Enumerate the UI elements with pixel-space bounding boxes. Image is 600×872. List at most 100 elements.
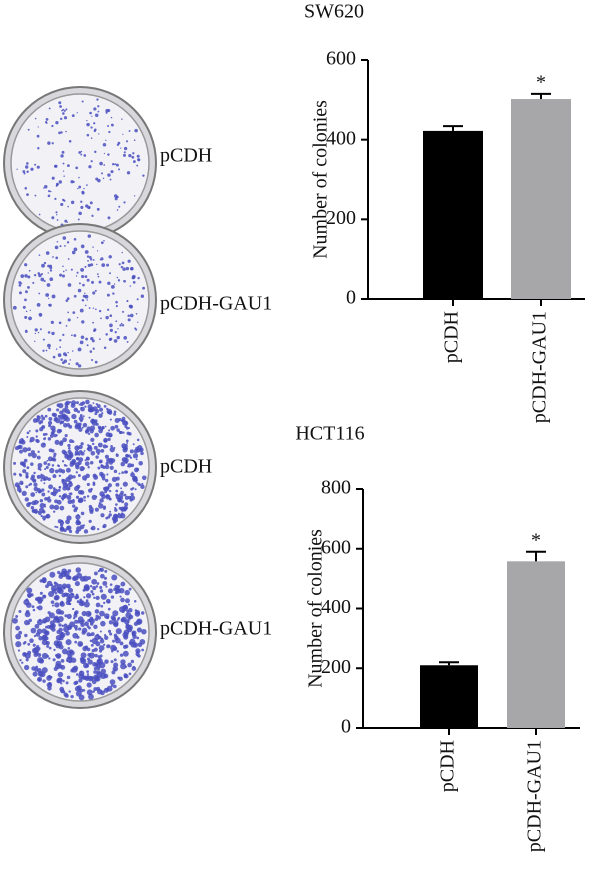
colony [26,592,32,598]
colony [63,626,70,633]
colony [23,458,28,463]
colony [41,492,46,497]
colony [48,484,54,490]
colony [135,312,138,315]
colony [68,529,73,534]
colony [114,637,121,644]
colony [31,452,37,459]
colony [77,347,82,352]
colony [137,642,143,648]
colony [30,506,35,510]
colony [19,659,22,662]
colony [92,690,95,693]
colony [79,340,84,345]
colony [46,625,51,629]
colony [54,602,60,608]
colony [87,659,93,665]
colony [123,629,130,636]
colony [66,515,72,521]
colony [92,291,96,295]
colony [64,693,69,698]
colony [95,422,99,426]
colony [80,511,85,516]
colony [65,681,69,685]
colony [68,480,72,485]
colony [81,401,86,405]
colony [90,487,93,491]
colony [13,472,17,476]
colony [63,199,66,202]
colony [109,314,113,318]
colony [75,673,79,676]
colony [88,626,91,630]
colony [111,516,117,522]
colony [27,622,31,625]
colony [26,193,29,196]
colony [51,604,55,607]
colony [90,160,93,163]
colony [66,221,69,224]
colony [71,114,75,118]
colony [24,290,28,294]
colony [44,432,48,436]
plate-label: pCDH-GAU1 [160,618,272,640]
colony [121,251,123,254]
colony [68,649,74,654]
colony [110,170,114,174]
colony [51,627,56,632]
colony [124,665,128,669]
colony [44,497,48,501]
colony [60,664,66,670]
colony [60,519,64,523]
colony [55,348,58,350]
colony [125,140,129,143]
colony [85,599,89,602]
colony [81,320,85,324]
colony [83,154,87,157]
colony [15,615,19,618]
colony [77,474,81,477]
colony [73,508,78,513]
colony [43,187,45,189]
colony [48,107,51,110]
colony [26,466,30,470]
colony [39,490,43,493]
colony [83,495,86,499]
colony [94,653,98,658]
colony [103,346,107,350]
colony [66,297,70,300]
colony [76,600,80,604]
colony [37,450,40,454]
colony [107,173,111,177]
colony [51,457,55,462]
colony [86,657,90,661]
colony [69,621,76,628]
colony [103,152,106,155]
colony [76,271,79,274]
colony [59,346,62,349]
colony [90,126,93,129]
colony [27,447,31,452]
colony [132,453,139,459]
colony [121,609,125,613]
colony [46,644,50,648]
colony [39,502,45,509]
colony [30,167,34,171]
colony [104,425,107,428]
colony [100,620,106,627]
colony [65,467,71,473]
colony [91,442,95,446]
colony [81,619,85,623]
colony [24,263,28,267]
colony [78,185,82,189]
error-bar [526,550,546,562]
colony [71,400,77,406]
colony [109,337,113,341]
colony [36,474,41,479]
colony [59,339,62,342]
colony [120,581,126,587]
colony [13,461,17,465]
colony [92,402,95,405]
colony [105,333,108,336]
